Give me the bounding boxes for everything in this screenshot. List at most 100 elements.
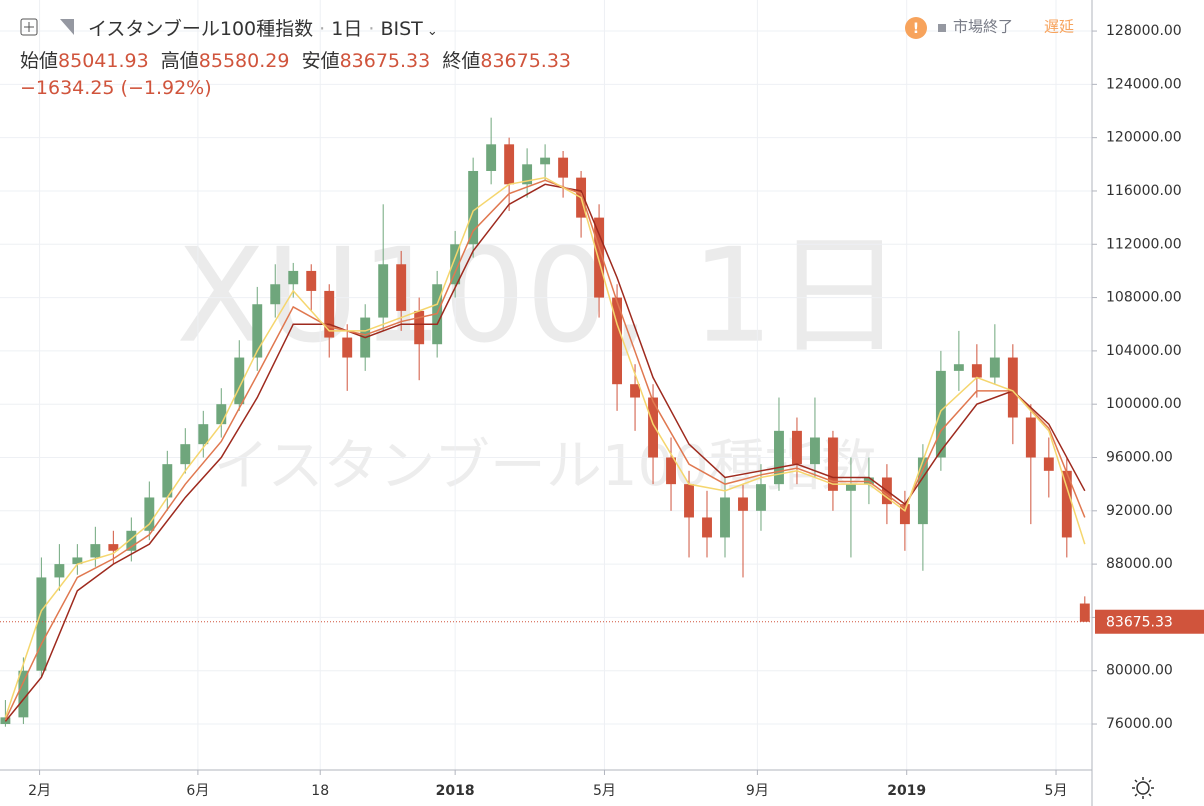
candle-body <box>252 304 263 358</box>
candle-body <box>810 437 820 465</box>
candle-body <box>827 437 838 491</box>
x-tick-label: 18 <box>311 783 329 799</box>
candle-body <box>36 577 47 671</box>
candle-body <box>702 517 712 538</box>
symbol-name[interactable]: イスタンブール100種指数 <box>88 18 314 40</box>
low-label: 安値 <box>301 50 340 72</box>
collapse-icon[interactable] <box>20 18 38 36</box>
candle-body <box>971 364 982 378</box>
candle-body <box>1007 357 1018 418</box>
y-tick-label: 120000.00 <box>1106 130 1182 146</box>
y-tick-label: 96000.00 <box>1106 449 1173 465</box>
high-label: 高値 <box>160 50 199 72</box>
candle-body <box>540 157 551 165</box>
y-tick-label: 100000.00 <box>1106 396 1182 412</box>
watermark-main: XU100, 1日 <box>176 220 904 372</box>
candle-body <box>899 504 910 525</box>
candle-body <box>720 497 730 538</box>
y-tick-label: 108000.00 <box>1106 290 1182 306</box>
flag-icon[interactable] <box>60 19 74 35</box>
status-dot <box>938 24 946 32</box>
candle-body <box>270 284 281 305</box>
candle-body <box>180 444 191 465</box>
candle-body <box>630 384 640 398</box>
ema-line <box>4 176 1086 718</box>
candle-body <box>935 370 946 458</box>
y-tick-label: 92000.00 <box>1106 503 1173 519</box>
open-label: 始値 <box>20 50 59 72</box>
exchange[interactable]: BIST <box>380 18 423 40</box>
candle-body <box>288 270 299 285</box>
candle-body <box>198 424 209 445</box>
candle-body <box>594 217 605 298</box>
candle-body <box>306 270 317 291</box>
candle-body <box>234 357 245 405</box>
candle-body <box>792 430 802 465</box>
candle-body <box>90 544 101 558</box>
candle-body <box>18 670 29 718</box>
y-tick-label: 128000.00 <box>1106 23 1182 39</box>
candle-body <box>72 557 83 565</box>
ema-line <box>4 183 1086 722</box>
candle-body <box>504 144 515 185</box>
candle-body <box>144 497 155 531</box>
x-tick-label: 6月 <box>186 783 209 799</box>
candle-body <box>486 144 497 171</box>
y-tick-label: 104000.00 <box>1106 343 1182 359</box>
x-tick-label: 2018 <box>436 783 475 799</box>
candle-body <box>1043 457 1054 471</box>
candle-body <box>54 564 65 578</box>
alert-icon[interactable] <box>905 17 927 39</box>
header-line1: イスタンブール100種指数 · 1日 · BIST ⌄ <box>88 18 438 40</box>
candle-body <box>396 264 407 311</box>
interval[interactable]: 1日 <box>331 18 363 40</box>
candle-body <box>558 157 569 178</box>
x-tick-label: 2019 <box>887 783 926 799</box>
candle-body <box>324 290 335 338</box>
close-label: 終値 <box>442 50 481 72</box>
candle-body <box>414 310 425 345</box>
candle-body <box>845 484 856 491</box>
candle-body <box>1061 470 1072 538</box>
header-line2: 始値85041.93 高値85580.29 安値83675.33 終値83675… <box>20 46 571 73</box>
y-tick-label: 80000.00 <box>1106 663 1173 679</box>
candle-body <box>1025 417 1036 458</box>
candle-body <box>917 457 928 525</box>
plus <box>24 22 34 32</box>
delay-status[interactable]: 遅延 <box>1044 18 1074 36</box>
market-status: 市場終了 <box>953 18 1013 36</box>
candle-body <box>756 484 766 511</box>
candle-body <box>684 484 694 518</box>
x-tick-label: 5月 <box>1045 783 1068 799</box>
y-tick-label: 88000.00 <box>1106 556 1173 572</box>
candle-body <box>342 337 353 358</box>
x-tick-label: 5月 <box>593 783 616 799</box>
candle-body <box>450 244 461 285</box>
candle-body <box>648 397 658 458</box>
candle-body <box>522 164 533 185</box>
y-tick-label: 124000.00 <box>1106 76 1182 92</box>
high-value: 85580.29 <box>198 50 290 72</box>
candle-body <box>468 170 479 245</box>
x-tick-label: 9月 <box>746 783 769 799</box>
y-tick-label: 76000.00 <box>1106 716 1173 732</box>
close-value: 83675.33 <box>480 50 572 72</box>
candle-body <box>612 297 623 385</box>
candle-body <box>1079 603 1090 622</box>
candle-body <box>989 357 1000 378</box>
header-line3: −1634.25 (−1.92%) <box>20 77 212 99</box>
candle-body <box>774 430 784 485</box>
candle-body <box>666 457 676 485</box>
open-value: 85041.93 <box>58 50 149 72</box>
candle-body <box>126 530 137 551</box>
candle-body <box>108 544 119 551</box>
y-tick-label: 112000.00 <box>1106 236 1182 252</box>
candle-body <box>378 264 389 318</box>
x-tick-label: 2月 <box>28 783 51 799</box>
candle-body <box>953 364 964 371</box>
candle-body <box>162 464 173 498</box>
settings-icon[interactable] <box>1132 777 1154 799</box>
y-tick-label: 116000.00 <box>1106 183 1182 199</box>
